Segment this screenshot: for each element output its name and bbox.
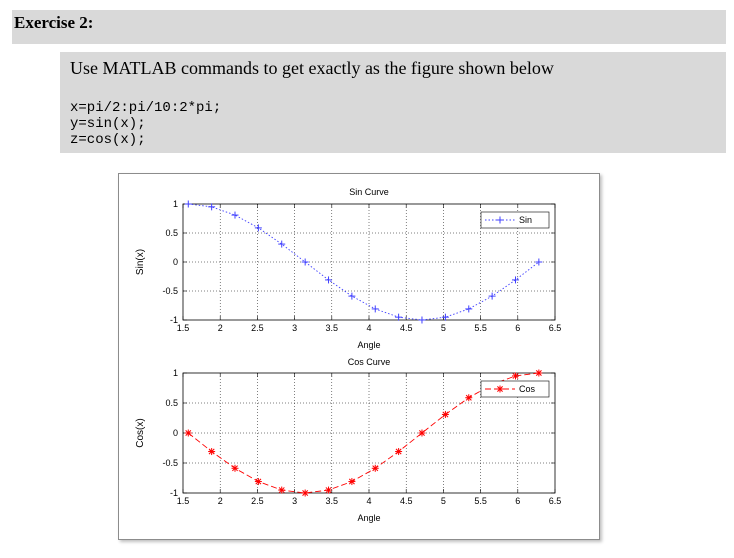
x-tick-label: 5 bbox=[441, 496, 446, 506]
data-point bbox=[465, 305, 473, 313]
instruction-text: Use MATLAB commands to get exactly as th… bbox=[70, 58, 554, 78]
data-point bbox=[535, 258, 543, 266]
data-point bbox=[278, 486, 286, 494]
y-tick-label: 0 bbox=[173, 257, 178, 267]
x-tick-label: 3.5 bbox=[326, 323, 339, 333]
x-tick-label: 4.5 bbox=[400, 323, 413, 333]
x-tick-label: 2 bbox=[218, 496, 223, 506]
data-point bbox=[465, 394, 473, 402]
data-point bbox=[535, 369, 543, 377]
data-point bbox=[348, 292, 356, 300]
data-point bbox=[395, 313, 403, 321]
data-point bbox=[511, 372, 519, 380]
x-tick-label: 3 bbox=[292, 323, 297, 333]
data-point bbox=[184, 429, 192, 437]
x-tick-label: 1.5 bbox=[177, 496, 190, 506]
data-point bbox=[488, 292, 496, 300]
x-tick-label: 2 bbox=[218, 323, 223, 333]
y-tick-label: 1 bbox=[173, 368, 178, 378]
legend-label: Cos bbox=[519, 384, 536, 394]
y-tick-label: -1 bbox=[170, 315, 178, 325]
y-tick-label: 1 bbox=[173, 199, 178, 209]
code-line: z=cos(x); bbox=[70, 132, 146, 148]
data-point bbox=[441, 410, 449, 418]
y-tick-label: -0.5 bbox=[162, 458, 178, 468]
code-line: x=pi/2:pi/10:2*pi; bbox=[70, 100, 222, 116]
data-point bbox=[208, 203, 216, 211]
matlab-figure: 1.5 2 2.5 3 3.5 4 4.5 5 5.5 6 6.5 -1 -0.5 0 0.5 1 Sin Cu… bbox=[118, 173, 600, 540]
data-point bbox=[348, 478, 356, 486]
x-tick-label: 6.5 bbox=[549, 323, 562, 333]
data-point bbox=[278, 240, 286, 248]
y-tick-label: 0 bbox=[173, 428, 178, 438]
x-tick-label: 4 bbox=[366, 323, 371, 333]
y-tick-label: 0.5 bbox=[165, 398, 178, 408]
y-tick-label: -0.5 bbox=[162, 286, 178, 296]
x-tick-label: 6.5 bbox=[549, 496, 562, 506]
data-point bbox=[511, 276, 519, 284]
data-point bbox=[325, 486, 333, 494]
exercise-heading: Exercise 2: bbox=[14, 13, 94, 32]
code-block: x=pi/2:pi/10:2*pi; y=sin(x); z=cos(x); bbox=[70, 100, 221, 148]
instruction-panel bbox=[60, 52, 726, 153]
data-point bbox=[301, 258, 309, 266]
x-tick-label: 6 bbox=[515, 496, 520, 506]
data-point bbox=[254, 224, 262, 232]
data-point bbox=[208, 448, 216, 456]
data-point bbox=[395, 448, 403, 456]
series-line bbox=[188, 203, 540, 321]
data-point bbox=[441, 313, 449, 321]
x-tick-label: 4 bbox=[366, 496, 371, 506]
figure-canvas: 1.5 2 2.5 3 3.5 4 4.5 5 5.5 6 6.5 -1 -0.5 0 0.5 1 Sin Cu… bbox=[135, 187, 562, 523]
data-point bbox=[371, 464, 379, 472]
y-axis-label: Cos(x) bbox=[135, 418, 146, 447]
x-tick-label: 6 bbox=[515, 323, 520, 333]
x-tick-label: 5.5 bbox=[474, 323, 487, 333]
legend-marker bbox=[496, 216, 504, 224]
y-axis-label: Sin(x) bbox=[135, 249, 146, 275]
x-tick-label: 2.5 bbox=[251, 323, 264, 333]
exercise-header-bar bbox=[12, 10, 726, 44]
x-axis-label: Angle bbox=[357, 340, 380, 350]
data-point bbox=[371, 305, 379, 313]
data-point bbox=[231, 211, 239, 219]
x-tick-label: 1.5 bbox=[177, 323, 190, 333]
legend-label: Sin bbox=[519, 215, 532, 225]
chart-title: Sin Curve bbox=[349, 187, 389, 197]
data-point bbox=[418, 429, 426, 437]
x-tick-label: 5.5 bbox=[474, 496, 487, 506]
legend-marker bbox=[496, 385, 504, 393]
y-tick-label: 0.5 bbox=[165, 228, 178, 238]
data-point bbox=[254, 478, 262, 486]
legend-box bbox=[480, 211, 550, 229]
x-tick-label: 4.5 bbox=[400, 496, 413, 506]
data-point bbox=[418, 316, 426, 324]
x-axis-label: Angle bbox=[357, 513, 380, 523]
data-point bbox=[325, 276, 333, 284]
code-line: y=sin(x); bbox=[70, 116, 146, 132]
x-tick-label: 3.5 bbox=[326, 496, 339, 506]
x-tick-label: 2.5 bbox=[251, 496, 264, 506]
data-point bbox=[184, 200, 192, 208]
y-tick-label: -1 bbox=[170, 488, 178, 498]
x-tick-label: 5 bbox=[441, 323, 446, 333]
data-point bbox=[231, 464, 239, 472]
x-tick-label: 3 bbox=[292, 496, 297, 506]
chart-title: Cos Curve bbox=[348, 357, 391, 367]
data-point bbox=[301, 489, 309, 497]
